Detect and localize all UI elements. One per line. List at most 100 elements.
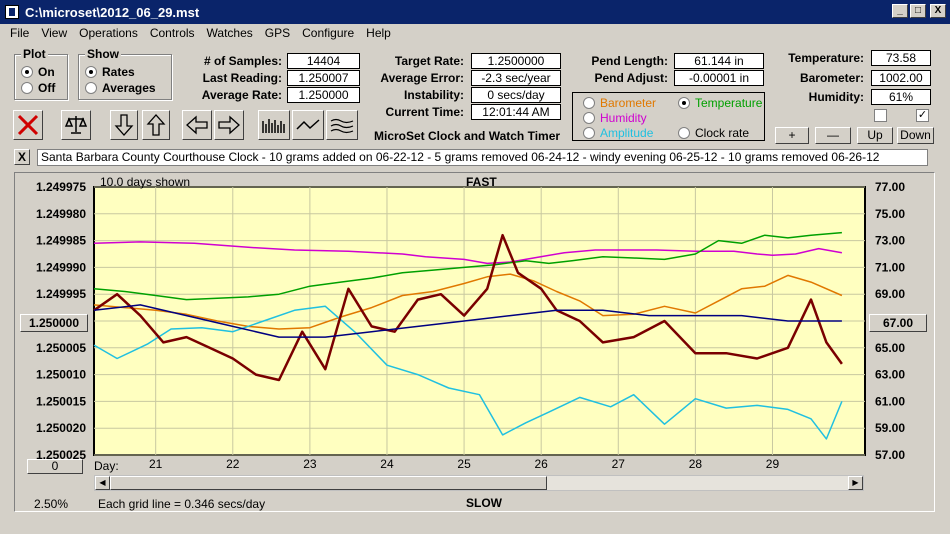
pend-length-field[interactable]: 61.144 in xyxy=(674,53,764,69)
humidity-radio[interactable]: Humidity xyxy=(583,110,647,126)
menu-watches[interactable]: Watches xyxy=(206,26,253,40)
arrow-up-icon xyxy=(146,114,166,136)
show-rates-radio[interactable]: Rates xyxy=(85,64,135,80)
scroll-thumb[interactable] xyxy=(110,476,547,490)
radio-icon xyxy=(583,112,595,124)
down-button[interactable]: Down xyxy=(897,127,934,144)
samples-field: 14404 xyxy=(287,53,360,69)
barometer-field: 1002.00 xyxy=(871,70,931,86)
balance-scale-icon xyxy=(64,116,88,134)
plot-off-radio[interactable]: Off xyxy=(21,80,55,96)
temperature-field: 73.58 xyxy=(871,50,931,66)
current-time-field: 12:01:44 AM xyxy=(471,104,561,120)
plot-panel xyxy=(14,172,935,512)
current-time-label: Current Time: xyxy=(385,105,464,119)
days-shown-label: 10.0 days shown xyxy=(100,175,191,189)
arrow-down-icon xyxy=(114,114,134,136)
up-button[interactable]: Up xyxy=(857,127,893,144)
average-rate-field: 1.250000 xyxy=(287,87,360,103)
menu-gps[interactable]: GPS xyxy=(264,26,291,40)
target-rate-field[interactable]: 1.2500000 xyxy=(471,53,561,69)
menu-controls[interactable]: Controls xyxy=(149,26,195,40)
temperature-label: Temperature xyxy=(695,96,763,110)
checkbox-right[interactable]: ✓ xyxy=(916,109,929,122)
amplitude-radio[interactable]: Amplitude xyxy=(583,125,653,141)
menu-bar: File View Operations Controls Watches GP… xyxy=(0,24,950,42)
barometer-reading-label: Barometer: xyxy=(799,71,864,85)
sensor-select-group: Barometer Temperature Humidity Amplitude… xyxy=(572,92,765,141)
plot-group-title: Plot xyxy=(21,47,48,61)
multi-line-button[interactable] xyxy=(326,110,358,140)
calibrate-button[interactable] xyxy=(61,110,91,140)
line-chart-button[interactable] xyxy=(292,110,324,140)
plus-button[interactable]: + xyxy=(775,127,809,144)
show-group: Show Rates Averages xyxy=(78,47,172,100)
scroll-right-icon[interactable]: ▶ xyxy=(848,476,863,490)
fast-label: FAST xyxy=(466,175,497,189)
average-error-field: -2.3 sec/year xyxy=(471,70,561,86)
minus-button[interactable]: — xyxy=(815,127,851,144)
close-button[interactable]: X xyxy=(930,4,946,18)
plot-on-label: On xyxy=(38,65,55,79)
plot-group: Plot On Off xyxy=(14,47,68,100)
menu-operations[interactable]: Operations xyxy=(79,26,138,40)
pend-adjust-field: -0.00001 in xyxy=(674,70,764,86)
humidity-label: Humidity xyxy=(600,111,647,125)
barometer-radio[interactable]: Barometer xyxy=(583,95,656,111)
menu-file[interactable]: File xyxy=(10,26,30,40)
check-icon: ✓ xyxy=(917,109,928,121)
horizontal-scrollbar[interactable]: ◀ ▶ xyxy=(94,475,864,491)
maximize-button[interactable]: □ xyxy=(910,4,926,18)
arrow-left-button[interactable] xyxy=(182,110,212,140)
radio-selected-icon xyxy=(21,66,33,78)
notes-close-button[interactable]: X xyxy=(14,149,30,165)
samples-label: # of Samples: xyxy=(203,54,282,68)
radio-icon xyxy=(583,97,595,109)
checkbox-left[interactable] xyxy=(874,109,887,122)
instability-field: 0 secs/day xyxy=(471,87,561,103)
pend-length-label: Pend Length: xyxy=(591,54,668,68)
radio-icon xyxy=(583,127,595,139)
temperature-reading-label: Temperature: xyxy=(788,51,864,65)
temperature-radio[interactable]: Temperature xyxy=(678,95,762,111)
menu-configure[interactable]: Configure xyxy=(302,26,355,40)
minimize-button[interactable]: _ xyxy=(892,4,908,18)
radio-selected-icon xyxy=(85,66,97,78)
clock-rate-radio[interactable]: Clock rate xyxy=(678,125,749,141)
arrow-down-button[interactable] xyxy=(110,110,138,140)
line-chart-icon xyxy=(296,119,320,130)
show-rates-label: Rates xyxy=(102,65,135,79)
radio-icon xyxy=(678,127,690,139)
menu-view[interactable]: View xyxy=(41,26,68,40)
app-name-label: MicroSet Clock and Watch Timer xyxy=(374,129,561,143)
window-title: C:\microset\2012_06_29.mst xyxy=(25,4,200,20)
center-rate-button[interactable]: 1.250000 xyxy=(20,314,88,332)
amplitude-label: Amplitude xyxy=(600,126,654,140)
multi-line-icon xyxy=(330,118,354,134)
arrow-right-icon xyxy=(218,115,240,135)
humidity-reading-label: Humidity: xyxy=(808,90,864,104)
radio-selected-icon xyxy=(678,97,690,109)
histogram-button[interactable] xyxy=(258,110,290,140)
show-averages-radio[interactable]: Averages xyxy=(85,80,156,96)
grid-note-label: Each grid line = 0.346 secs/day xyxy=(98,497,266,511)
clear-button[interactable] xyxy=(13,110,43,140)
humidity-field: 61% xyxy=(871,89,931,105)
scroll-left-icon[interactable]: ◀ xyxy=(95,476,110,490)
app-icon[interactable] xyxy=(5,5,19,19)
radio-icon xyxy=(21,82,33,94)
offset-button[interactable]: 0 xyxy=(27,459,83,474)
notes-field[interactable]: Santa Barbara County Courthouse Clock - … xyxy=(37,149,928,166)
center-temp-button[interactable]: 67.00 xyxy=(869,314,927,332)
last-reading-field: 1.250007 xyxy=(287,70,360,86)
arrow-up-button[interactable] xyxy=(142,110,170,140)
day-label: Day: xyxy=(94,459,119,473)
arrow-right-button[interactable] xyxy=(214,110,244,140)
zoom-label: 2.50% xyxy=(34,497,69,511)
histogram-icon xyxy=(262,119,285,133)
menu-help[interactable]: Help xyxy=(366,26,391,40)
pend-adjust-label: Pend Adjust: xyxy=(594,71,668,85)
plot-on-radio[interactable]: On xyxy=(21,64,55,80)
clock-rate-label: Clock rate xyxy=(695,126,750,140)
title-bar[interactable]: C:\microset\2012_06_29.mst _ □ X xyxy=(0,0,950,24)
